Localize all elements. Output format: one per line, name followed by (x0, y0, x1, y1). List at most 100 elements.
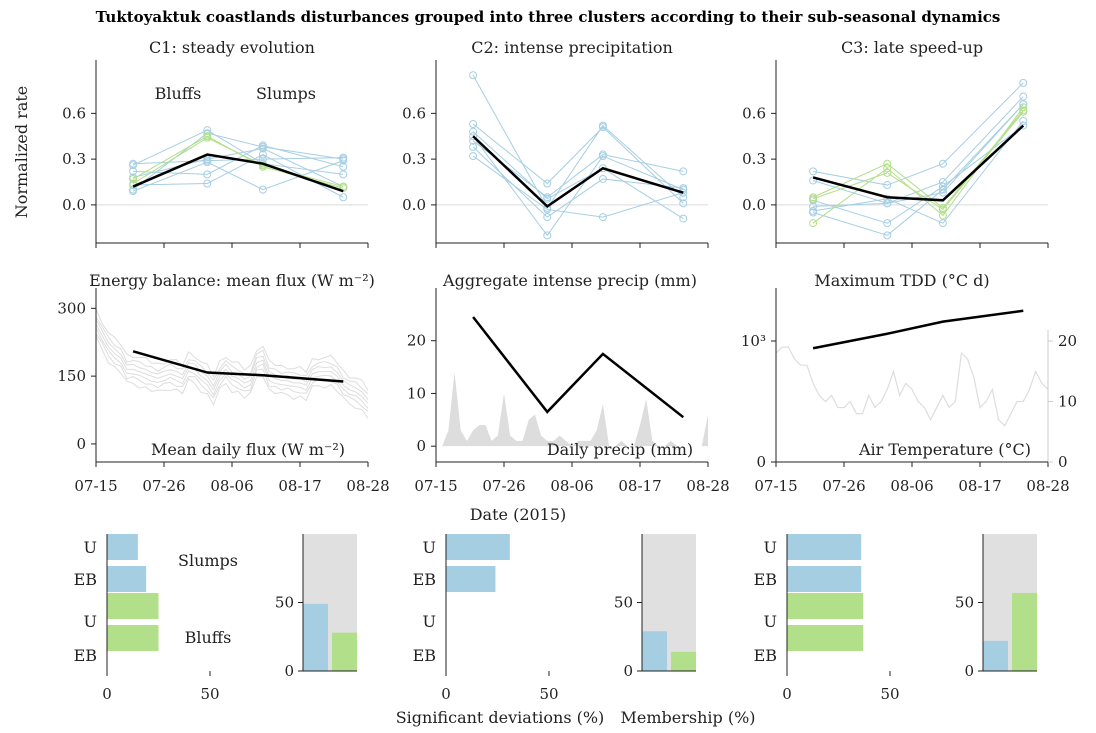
slumps-point (543, 179, 552, 188)
slumps-point (883, 194, 892, 203)
slumps-point (679, 199, 688, 208)
category-label: U (84, 538, 97, 557)
slumps-series-line (472, 146, 684, 218)
inner-label: Air Temperature (°C) (858, 440, 1031, 459)
x-tick-label: 07-15 (754, 477, 797, 495)
inner-label: Mean daily flux (W m⁻²) (151, 440, 345, 459)
category-label: EB (413, 646, 436, 665)
slumps-point (469, 142, 478, 151)
panel-title: C2: intense precipitation (471, 38, 673, 57)
deviation-panel-2: U EB U EB 0 50 0 50 (413, 534, 696, 703)
slumps-deviation-bar (446, 566, 496, 592)
slumps-point (883, 199, 892, 208)
slumps-point (809, 167, 818, 176)
bluffs-deviation-bar (787, 593, 864, 619)
panel-title: Energy balance: mean flux (W m⁻²) (89, 271, 375, 290)
slumps-point (258, 150, 267, 159)
bluffs-point (938, 211, 947, 220)
x-tick-label: 08-28 (346, 477, 389, 495)
slumps-series-line (472, 131, 684, 220)
legend-bluffs: Bluffs (155, 84, 202, 103)
slumps-point (883, 219, 892, 228)
slumps-point (938, 159, 947, 168)
slumps-point (598, 213, 607, 222)
daily-flux-line (95, 335, 369, 419)
x-tick-label: 08-28 (686, 477, 729, 495)
slumps-point (598, 123, 607, 132)
x-tick-label: 08-06 (210, 477, 253, 495)
slumps-series-line (472, 75, 684, 209)
x-tick-label: 50 (880, 685, 899, 703)
slumps-point (1019, 78, 1028, 87)
slumps-point (339, 170, 348, 179)
slumps-point (1019, 92, 1028, 101)
y-tick-label: 0.6 (62, 104, 86, 122)
slumps-point (203, 126, 212, 135)
slumps-membership-bar (983, 640, 1008, 671)
slumps-series-line (812, 96, 1024, 204)
slumps-point (469, 152, 478, 161)
bluffs-point (1019, 103, 1028, 112)
category-label: U (423, 612, 436, 631)
category-label: U (84, 612, 97, 631)
daily-flux-line (95, 308, 369, 391)
membership-tick-label: 0 (964, 662, 974, 680)
x-tick-label: 08-06 (550, 477, 593, 495)
slumps-point (883, 231, 892, 240)
slumps-series-line (132, 129, 344, 175)
bluffs-membership-bar (671, 651, 696, 671)
category-label: U (764, 612, 777, 631)
x-tick-label: 50 (200, 685, 219, 703)
bluffs-point (938, 205, 947, 214)
x-tick-label: 08-17 (278, 477, 321, 495)
mean-series-line (812, 124, 1025, 202)
bluffs-deviation-bar (107, 625, 159, 651)
slumps-point (1019, 121, 1028, 130)
y-tick-label: 0.0 (62, 196, 86, 214)
slumps-point (469, 132, 478, 141)
y-tick-label: 150 (57, 367, 86, 385)
y-tick-label: 0 (756, 453, 766, 471)
membership-tick-label: 0 (284, 662, 294, 680)
slumps-point (469, 71, 478, 80)
date-axis-label: Date (2015) (470, 505, 567, 524)
slumps-point (469, 120, 478, 129)
category-label: EB (754, 570, 777, 589)
bluffs-point (1019, 107, 1028, 116)
legend-slumps: Slumps (256, 84, 316, 103)
y-tick-label: 0.6 (402, 104, 426, 122)
bluffs-membership-bar (332, 632, 357, 671)
bluffs-point (883, 159, 892, 168)
slumps-point (203, 170, 212, 179)
figure-title: Tuktoyaktuk coastlands disturbances grou… (96, 8, 1001, 26)
bluffs-series-line (812, 111, 1024, 211)
inner-label: Daily precip (mm) (547, 440, 693, 459)
bluffs-point (809, 194, 818, 203)
membership-tick-label: 0 (623, 662, 633, 680)
slumps-point (809, 206, 818, 215)
slumps-series-line (132, 160, 344, 192)
slumps-point (339, 193, 348, 202)
x-tick-label: 0 (441, 685, 451, 703)
x-tick-label: 0 (782, 685, 792, 703)
slumps-point (543, 213, 552, 222)
bluffs-point (883, 164, 892, 173)
tdd-line (812, 309, 1024, 350)
slumps-series-line (472, 135, 684, 237)
bluffs-point (203, 133, 212, 142)
y-tick-label: 20 (407, 332, 426, 350)
slumps-deviation-bar (107, 534, 138, 560)
rate-panels: C1: steady evolution 0.0 0.3 0.6 Normalized … (12, 38, 1049, 248)
air-temperature-line (775, 346, 1049, 427)
slumps-point (1019, 117, 1028, 125)
x-tick-label: 08-17 (618, 477, 661, 495)
precip-panel: 07-15 07-26 08-06 08-17 08-28 0 10 20 Aggregate … (407, 271, 730, 495)
rate-panel-3: C3: late speed-up 0.0 0.3 0.6 (742, 38, 1049, 248)
slumps-deviation-bar (787, 534, 862, 560)
bluffs-point (129, 174, 138, 183)
slumps-point (469, 127, 478, 136)
bluffs-point (883, 168, 892, 177)
